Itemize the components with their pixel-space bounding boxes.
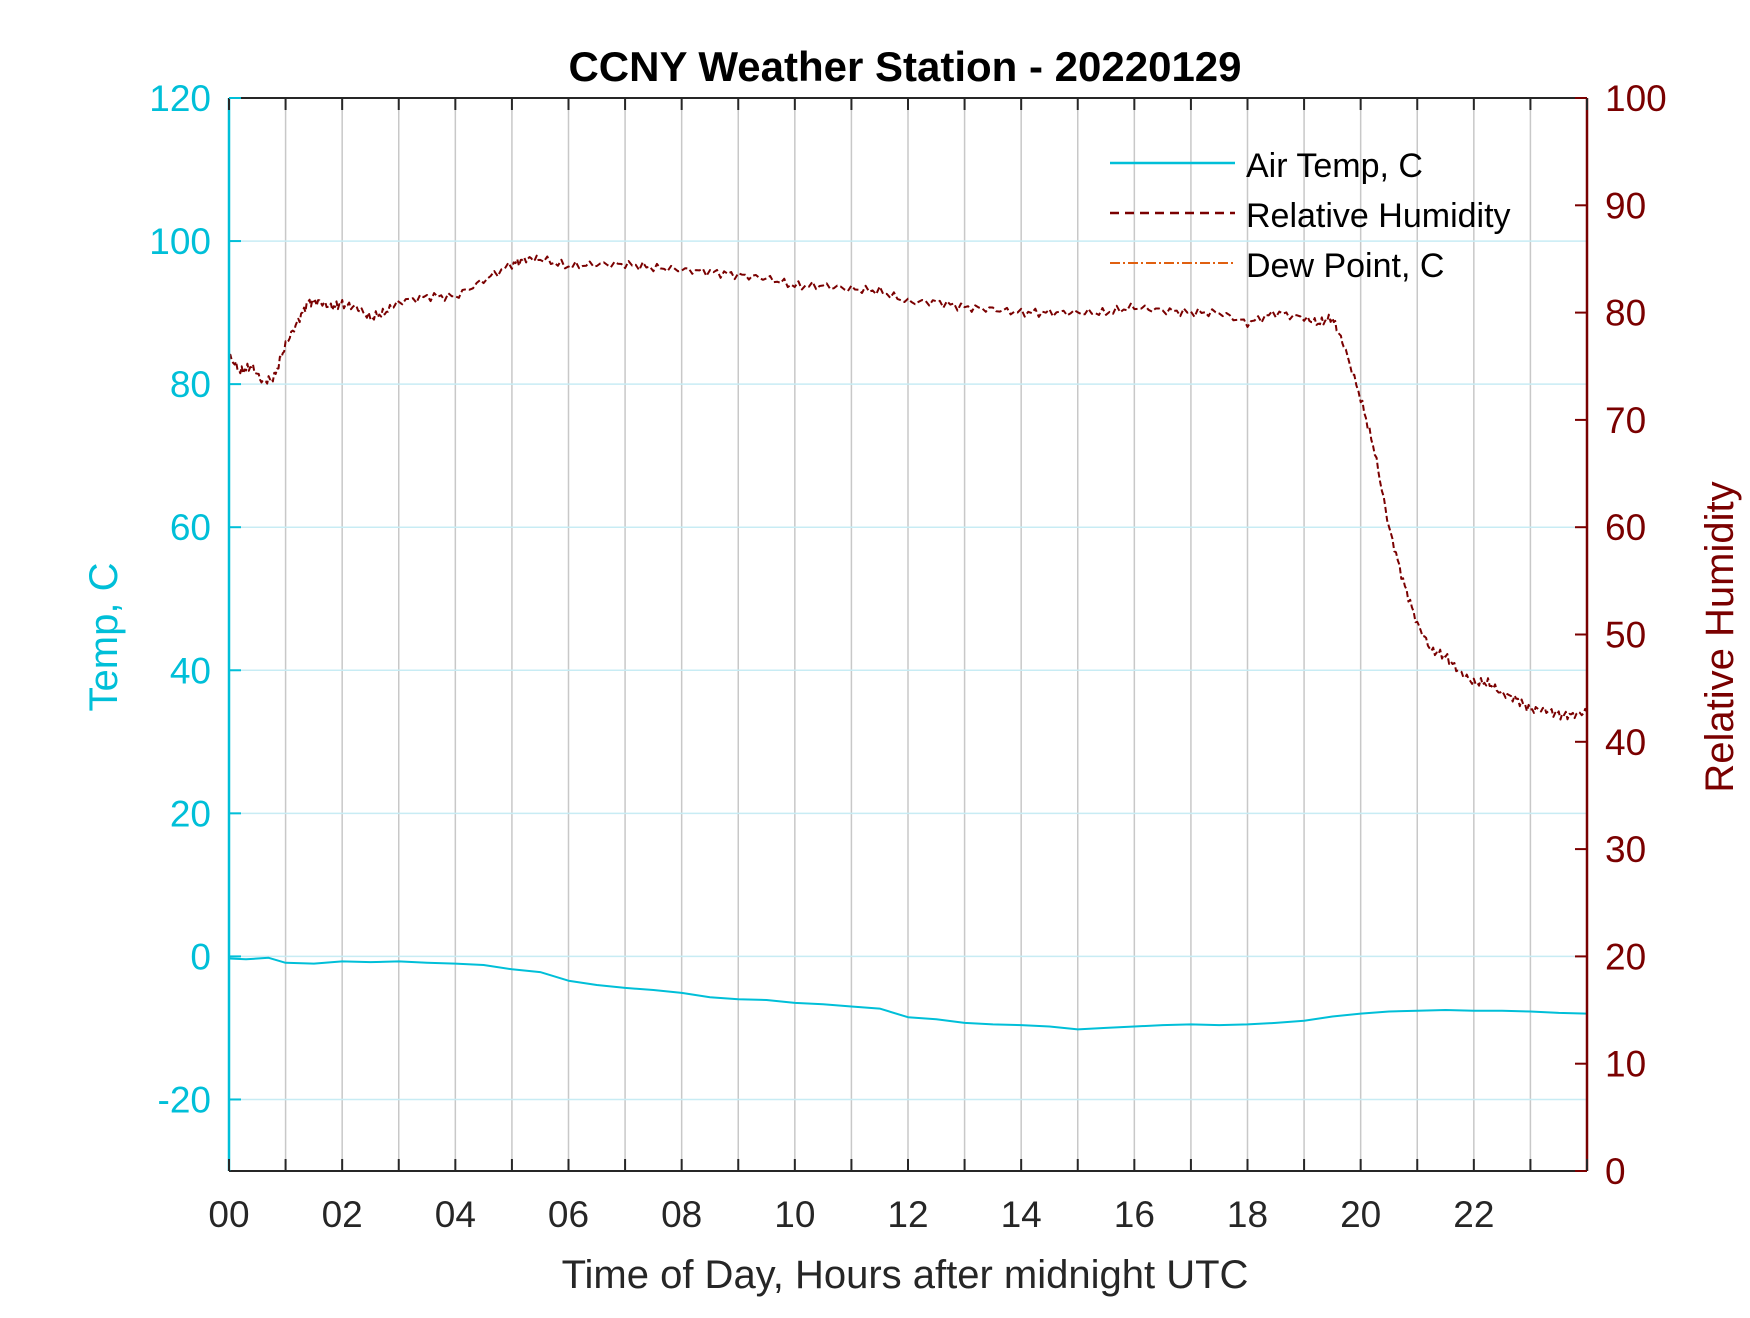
x-axis-label: Time of Day, Hours after midnight UTC: [562, 1253, 1249, 1297]
x-tick-label: 20: [1340, 1194, 1381, 1235]
y-left-tick-label: -20: [158, 1079, 211, 1120]
y-right-tick-label: 50: [1605, 615, 1646, 656]
y-right-tick-label: 20: [1605, 936, 1646, 977]
y-right-tick-label: 0: [1605, 1151, 1626, 1192]
x-tick-label: 02: [322, 1194, 363, 1235]
series-line-air-temp-c: [228, 956, 1588, 1031]
y-left-tick-label: 80: [170, 364, 211, 405]
legend-label-dew-point: Dew Point, C: [1246, 247, 1444, 285]
y-left-tick-label: 40: [170, 650, 211, 691]
x-tick-label: 14: [1001, 1194, 1042, 1235]
legend-label-relative-humidity: Relative Humidity: [1246, 197, 1511, 235]
x-tick-label: 12: [887, 1194, 928, 1235]
y-left-tick-label: 60: [170, 507, 211, 548]
x-tick-label: 08: [661, 1194, 702, 1235]
y-left-tick-label: 0: [190, 936, 211, 977]
x-tick-label: 06: [548, 1194, 589, 1235]
y-right-tick-label: 30: [1605, 829, 1646, 870]
y-axis-right-label: Relative Humidity: [1698, 481, 1742, 792]
grid-lines: [229, 98, 1587, 1171]
y-left-tick-label: 100: [149, 221, 211, 262]
series-line-relative-humidity: [228, 254, 1588, 721]
x-tick-label: 22: [1453, 1194, 1494, 1235]
y-left-tick-label: 20: [170, 793, 211, 834]
tick-labels: 00 02 04 06 08 10 12 14 16 18 20 22-200204060801001…: [149, 78, 1666, 1235]
y-right-tick-label: 100: [1605, 78, 1667, 119]
x-tick-label: 10: [774, 1194, 815, 1235]
y-right-tick-label: 10: [1605, 1044, 1646, 1085]
y-right-tick-label: 40: [1605, 722, 1646, 763]
y-right-tick-label: 60: [1605, 507, 1646, 548]
y-left-tick-label: 120: [149, 78, 211, 119]
x-tick-label: 16: [1114, 1194, 1155, 1235]
axes: [227, 97, 1589, 1172]
x-tick-label: 04: [435, 1194, 476, 1235]
y-right-tick-label: 70: [1605, 400, 1646, 441]
data-series: [228, 254, 1588, 1031]
legend: Air Temp, C Relative Humidity Dew Point,…: [1110, 147, 1511, 285]
legend-label-air-temp: Air Temp, C: [1246, 147, 1423, 185]
y-axis-left-label: Temp, C: [82, 563, 126, 712]
y-right-tick-label: 80: [1605, 293, 1646, 334]
x-tick-label: 18: [1227, 1194, 1268, 1235]
chart-title: CCNY Weather Station - 20220129: [568, 43, 1241, 90]
y-right-tick-label: 90: [1605, 185, 1646, 226]
x-tick-label: 00: [208, 1194, 249, 1235]
